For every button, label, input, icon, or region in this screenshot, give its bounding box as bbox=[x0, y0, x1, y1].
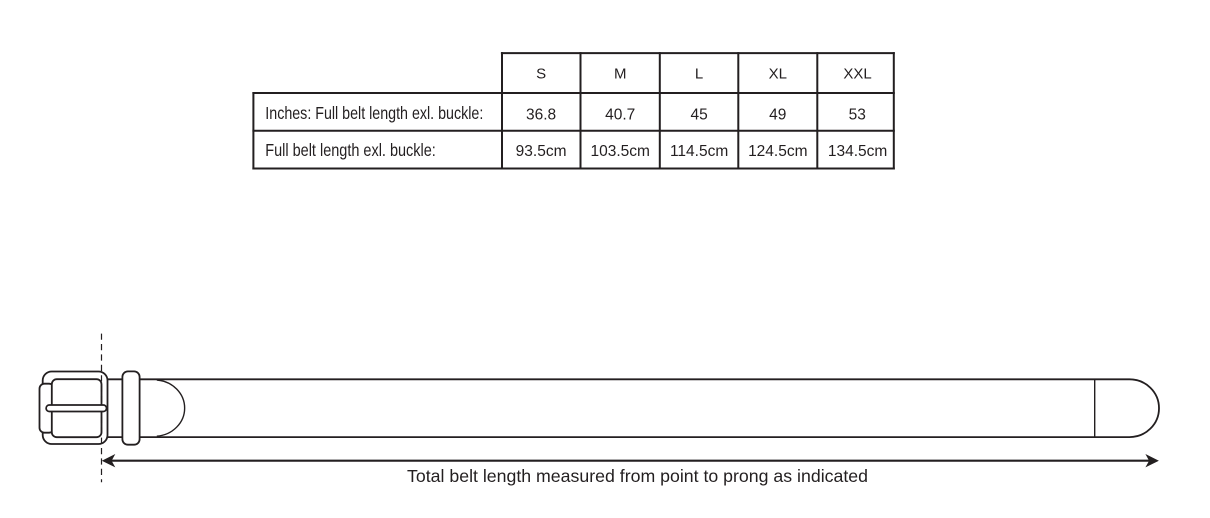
svg-text:103.5cm: 103.5cm bbox=[590, 143, 649, 160]
svg-text:Total belt length measured fro: Total belt length measured from point to… bbox=[407, 466, 868, 486]
svg-text:124.5cm: 124.5cm bbox=[748, 143, 807, 160]
svg-text:M: M bbox=[614, 66, 627, 83]
svg-text:93.5cm: 93.5cm bbox=[516, 143, 567, 160]
svg-text:Full belt length exl. buckle:: Full belt length exl. buckle: bbox=[265, 140, 436, 160]
svg-text:Inches: Full belt length exl.: Inches: Full belt length exl. buckle: bbox=[265, 103, 483, 123]
svg-text:114.5cm: 114.5cm bbox=[670, 143, 728, 160]
svg-text:49: 49 bbox=[769, 106, 786, 123]
svg-text:40.7: 40.7 bbox=[605, 106, 635, 123]
svg-text:S: S bbox=[536, 66, 546, 83]
svg-text:L: L bbox=[695, 66, 703, 83]
svg-text:36.8: 36.8 bbox=[526, 106, 556, 123]
svg-text:XXL: XXL bbox=[843, 66, 871, 83]
svg-text:134.5cm: 134.5cm bbox=[828, 143, 887, 160]
svg-text:XL: XL bbox=[769, 66, 787, 83]
svg-text:45: 45 bbox=[690, 106, 707, 123]
svg-text:53: 53 bbox=[849, 106, 866, 123]
